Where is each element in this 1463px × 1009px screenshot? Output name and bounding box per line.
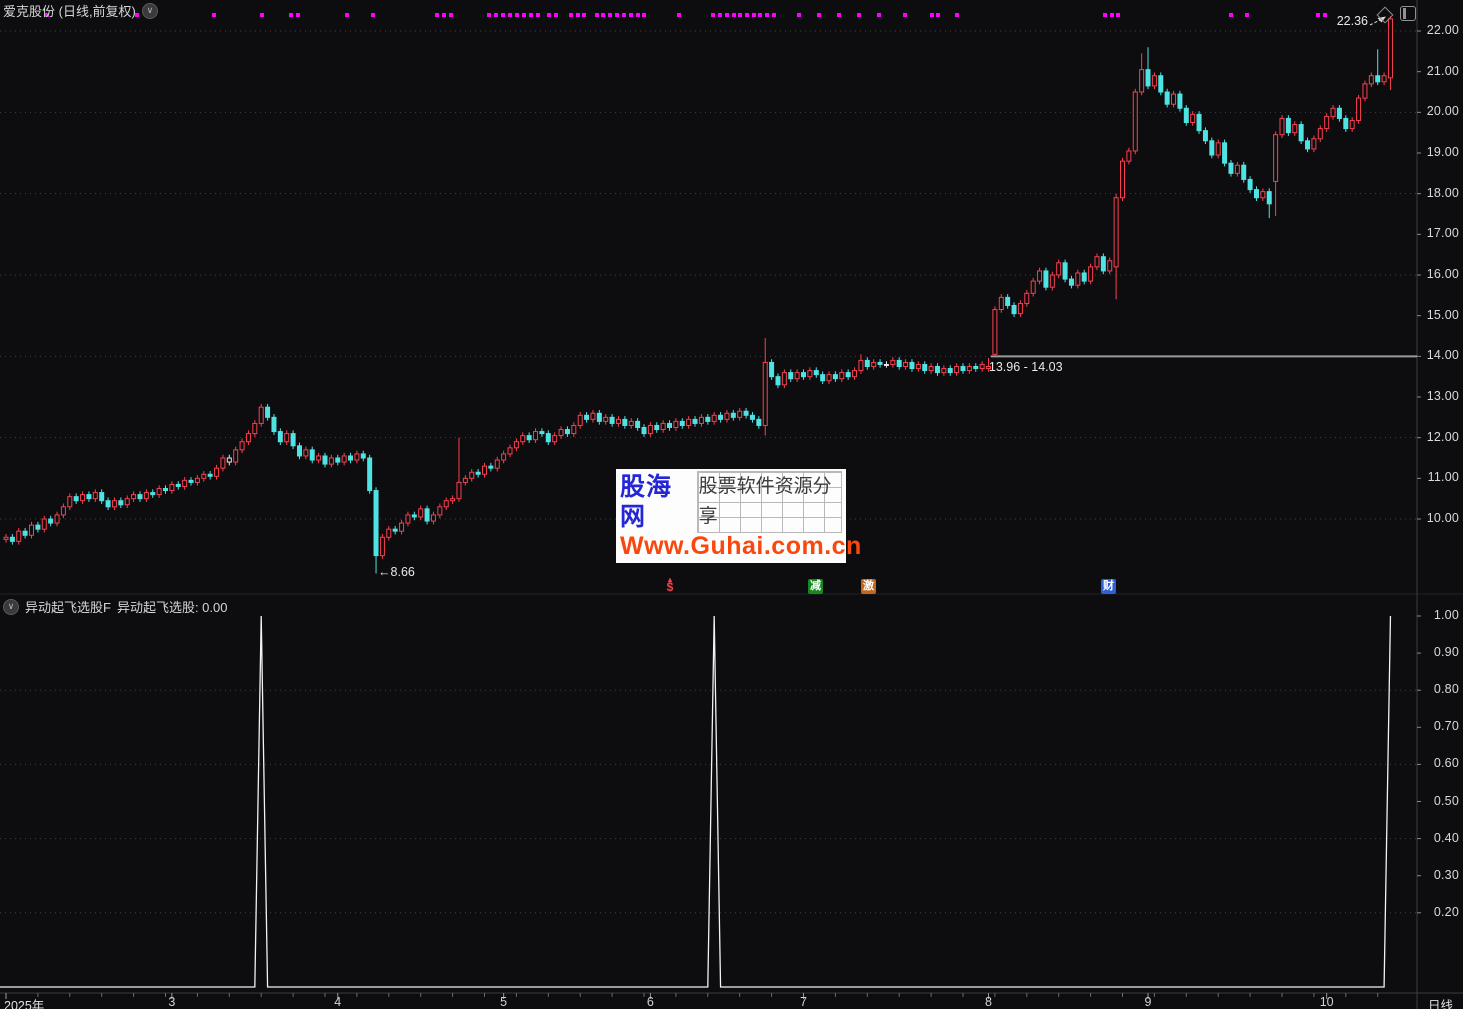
- event-marker-money[interactable]: ▴ $: [663, 575, 677, 594]
- indicator-tick-label: 0.40: [1433, 830, 1459, 845]
- price-tick-label: 17.00: [1426, 226, 1459, 241]
- indicator-name[interactable]: 异动起飞选股F: [25, 600, 111, 615]
- event-marker-green[interactable]: 减: [808, 579, 823, 594]
- price-tick-label: 18.00: [1426, 185, 1459, 200]
- indicator-tick-label: 0.70: [1433, 719, 1459, 734]
- event-marker-blue[interactable]: 财: [1101, 579, 1116, 594]
- x-axis-label: 3: [168, 995, 176, 1009]
- x-axis-label: 4: [334, 995, 342, 1009]
- x-axis-label: 7: [800, 995, 807, 1009]
- indicator-tick-label: 0.20: [1433, 904, 1459, 919]
- price-tick-label: 12.00: [1426, 429, 1459, 444]
- low-price-annotation: ←8.66: [378, 565, 415, 579]
- price-tick-label: 10.00: [1426, 511, 1459, 525]
- indicator-header: ∨ 异动起飞选股F 异动起飞选股: 0.00: [3, 597, 227, 616]
- price-tick-label: 13.00: [1426, 389, 1459, 403]
- watermark-tagline: 股票软件资源分享: [696, 471, 842, 533]
- price-tick-label: 14.00: [1426, 348, 1459, 363]
- chevron-glyph: ∨: [7, 601, 15, 611]
- price-tick-label: 22.00: [1426, 23, 1459, 37]
- symbol-title: 爱克股份 (日线,前复权): [3, 4, 136, 19]
- indicator-tick-label: 1.00: [1433, 608, 1459, 622]
- x-axis-label: 6: [646, 995, 654, 1009]
- price-tick-label: 16.00: [1426, 267, 1459, 281]
- x-axis-label: 5: [500, 995, 508, 1009]
- indicator-tick-label: 0.60: [1433, 756, 1459, 771]
- price-tick-label: 11.00: [1427, 470, 1459, 485]
- watermark: 股海网 股票软件资源分享 Www.Guhai.com.cn: [616, 469, 862, 563]
- price-tick-label: 19.00: [1426, 145, 1459, 159]
- panel-toggle-icon[interactable]: [1400, 6, 1416, 21]
- chevron-down-icon[interactable]: ∨: [3, 598, 19, 615]
- indicator-tick-label: 0.30: [1433, 867, 1459, 882]
- indicator-tick-label: 0.50: [1433, 793, 1459, 808]
- watermark-site-name: 股海网: [620, 473, 673, 531]
- x-axis-label: 9: [1144, 995, 1152, 1009]
- high-price-annotation: 22.36: [1336, 14, 1368, 28]
- period-label[interactable]: 日线: [1428, 999, 1454, 1009]
- diamond-tool-icon[interactable]: [1376, 6, 1394, 24]
- chevron-glyph: ∨: [146, 5, 154, 15]
- indicator-tick-label: 0.90: [1433, 645, 1459, 660]
- event-marker-orange[interactable]: 激: [861, 579, 876, 594]
- gap-range-label: 13.96 - 14.03: [988, 360, 1063, 374]
- x-axis-label: 8: [985, 995, 992, 1009]
- x-axis-label: 10: [1319, 995, 1334, 1009]
- price-tick-label: 21.00: [1426, 63, 1459, 78]
- time-axis: 2025年 3 4 5 6 7 8 9 10: [0, 995, 1463, 1009]
- money-hat-icon: ▴: [667, 575, 672, 584]
- price-tick-label: 15.00: [1426, 307, 1459, 322]
- x-axis-label: 2025年: [4, 999, 45, 1009]
- indicator-tick-label: 0.80: [1433, 682, 1459, 697]
- watermark-url: Www.Guhai.com.cn: [620, 532, 862, 560]
- price-tick-label: 20.00: [1426, 104, 1459, 119]
- chevron-down-icon[interactable]: ∨: [141, 2, 158, 19]
- indicator-value: 异动起飞选股: 0.00: [116, 600, 228, 615]
- title-bar: 爱克股份 (日线,前复权) ∨: [3, 1, 158, 20]
